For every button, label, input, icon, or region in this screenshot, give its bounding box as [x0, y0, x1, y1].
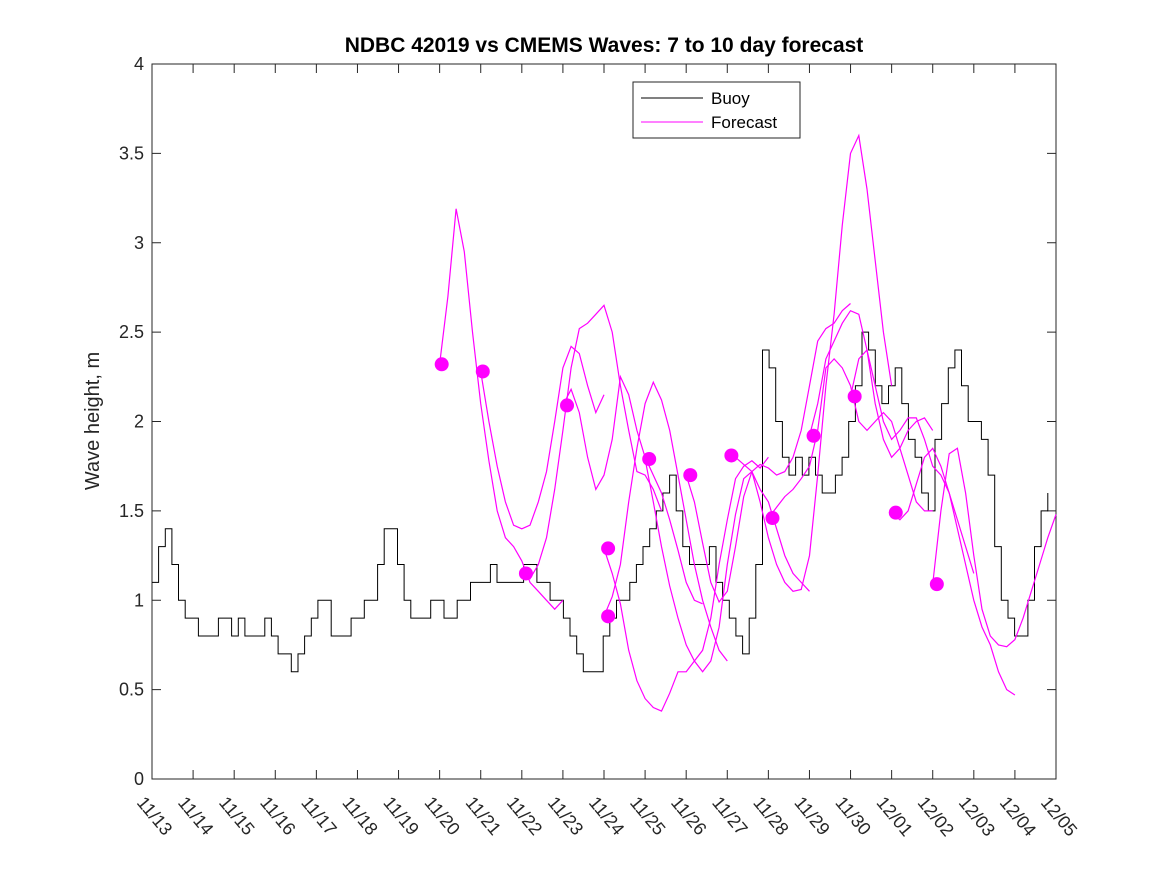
- forecast-start-marker: [683, 468, 698, 483]
- x-tick-label: 11/28: [749, 793, 792, 839]
- forecast-start-marker: [724, 448, 739, 463]
- x-tick-label: 11/29: [790, 793, 833, 839]
- forecast-initial-markers: [434, 357, 944, 624]
- forecast-start-marker: [518, 566, 533, 581]
- forecast-line: [767, 358, 933, 519]
- forecast-start-marker: [806, 428, 821, 443]
- plot-title-group: NDBC 42019 vs CMEMS Waves: 7 to 10 day f…: [345, 34, 864, 57]
- x-tick-label: 11/15: [215, 793, 258, 839]
- x-tick-label: 11/24: [585, 793, 628, 839]
- chart-title: NDBC 42019 vs CMEMS Waves: 7 to 10 day f…: [345, 34, 864, 57]
- y-tick-label: 1.5: [119, 501, 144, 521]
- y-tick-label: 2.5: [119, 322, 144, 342]
- legend-label-forecast: Forecast: [711, 113, 777, 132]
- forecast-start-marker: [434, 357, 449, 372]
- forecast-start-marker: [888, 505, 903, 520]
- forecast-line: [932, 447, 1057, 648]
- x-tick-label: 11/25: [626, 793, 669, 839]
- forecast-start-marker: [929, 577, 944, 592]
- y-tick-label: 1: [134, 590, 144, 610]
- x-tick-label: 11/13: [133, 793, 176, 839]
- y-axis-label: Wave height, m: [82, 352, 104, 490]
- x-tick-label: 11/14: [174, 793, 217, 839]
- forecast-start-marker: [642, 452, 657, 467]
- x-tick-label: 12/03: [955, 793, 999, 840]
- forecast-line: [603, 456, 769, 712]
- plot-area: 00.511.522.533.54 11/1311/1411/1511/1611…: [119, 54, 1081, 840]
- forecast-start-marker: [475, 364, 490, 379]
- forecast-line: [685, 303, 851, 604]
- x-tick-label: 11/22: [503, 793, 546, 839]
- y-tick-label: 2: [134, 412, 144, 432]
- buoy-line: [152, 331, 1049, 673]
- forecast-start-marker: [765, 511, 780, 526]
- y-axis: 0 0.5 1 1.5 2 2.5 3 3.5 4: [119, 54, 1056, 789]
- x-tick-label: 11/26: [667, 793, 710, 839]
- y-tick-label: 3: [134, 233, 144, 253]
- x-tick-label: 11/27: [708, 793, 751, 839]
- x-tick-label: 11/17: [297, 793, 340, 839]
- forecast-line: [808, 309, 934, 459]
- x-tick-label: 11/19: [379, 793, 422, 839]
- x-tick-label: 12/05: [1037, 793, 1081, 840]
- forecast-line: [562, 374, 703, 605]
- forecast-line: [603, 380, 728, 662]
- forecast-line: [644, 458, 810, 673]
- forecast-line: [891, 447, 975, 574]
- plot-frame: [151, 63, 1057, 780]
- x-tick-label: 11/20: [421, 793, 464, 839]
- forecast-start-marker: [601, 541, 616, 556]
- x-tick-label: 11/30: [831, 793, 874, 839]
- x-tick-label: 11/16: [256, 793, 299, 839]
- legend-box: [632, 81, 801, 139]
- x-tick-label: 12/04: [996, 793, 1040, 840]
- y-tick-label: 0.5: [119, 680, 144, 700]
- x-tick-label: 11/21: [462, 793, 505, 839]
- x-tick-label: 11/18: [338, 793, 381, 839]
- buoy-series: [152, 331, 1049, 673]
- x-tick-label: 12/01: [873, 793, 917, 840]
- forecast-line: [521, 304, 663, 580]
- forecast-start-marker: [847, 389, 862, 404]
- forecast-start-marker: [560, 398, 575, 413]
- forecast-start-marker: [601, 609, 616, 624]
- forecast-line: [849, 348, 1016, 696]
- x-tick-label: 11/23: [544, 793, 587, 839]
- y-tick-label: 4: [134, 54, 144, 74]
- forecast-line: [480, 345, 605, 530]
- y-tick-label: 0: [134, 769, 144, 789]
- y-tick-label: 3.5: [119, 143, 144, 163]
- forecast-line: [727, 133, 893, 592]
- x-tick-label: 12/02: [914, 793, 958, 840]
- forecast-series: [439, 133, 1057, 712]
- legend-label-buoy: Buoy: [711, 89, 750, 108]
- legend: Buoy Forecast: [632, 81, 801, 139]
- forecast-line: [439, 208, 564, 611]
